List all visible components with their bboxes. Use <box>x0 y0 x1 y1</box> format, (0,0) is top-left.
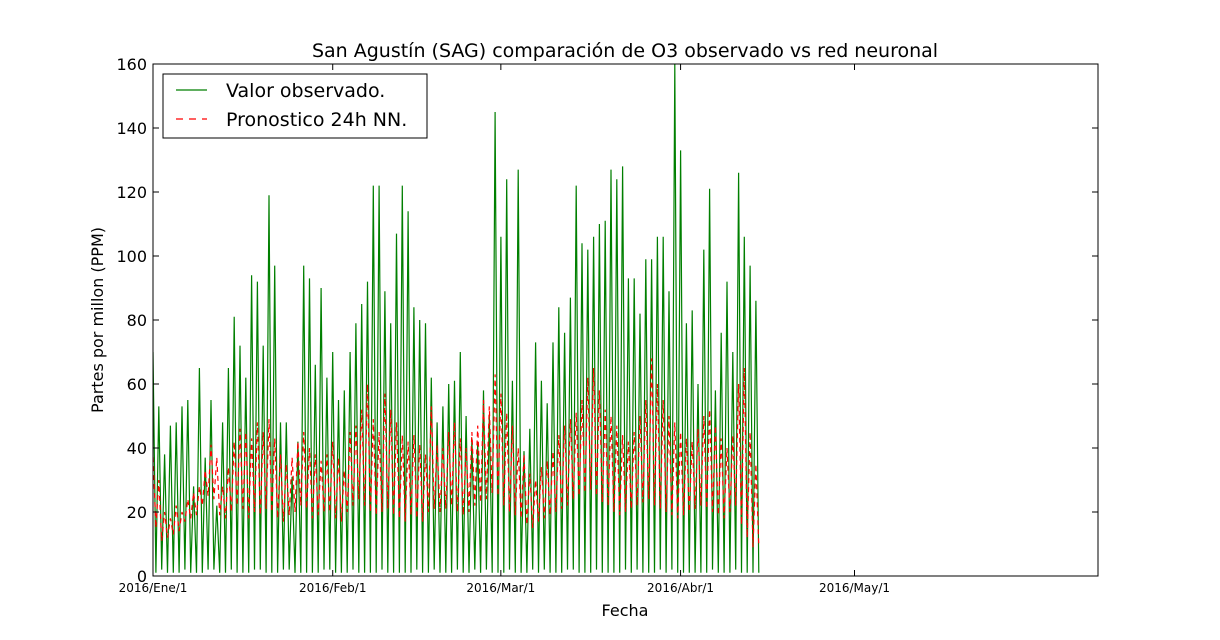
series-line-observed <box>153 64 760 573</box>
y-tick-label: 100 <box>116 247 147 266</box>
x-tick-label: 2016/Mar/1 <box>466 581 535 595</box>
y-axis-label: Partes por millon (PPM) <box>88 227 107 413</box>
x-tick-label: 2016/Ene/1 <box>119 581 188 595</box>
x-tick-label: 2016/May/1 <box>819 581 890 595</box>
x-tick-label: 2016/Feb/1 <box>299 581 367 595</box>
y-tick-label: 0 <box>137 567 147 586</box>
y-tick-label: 160 <box>116 55 147 74</box>
y-tick-label: 80 <box>127 311 147 330</box>
x-tick-label: 2016/Abr/1 <box>647 581 714 595</box>
legend-box <box>162 73 428 139</box>
series-line-forecast <box>153 358 760 548</box>
y-tick-label: 60 <box>127 375 147 394</box>
y-axis: 0 20 40 60 80 100 120 140 160 <box>116 55 1098 586</box>
y-tick-label: 20 <box>127 503 147 522</box>
x-axis-label: Fecha <box>602 601 649 620</box>
chart-title: San Agustín (SAG) comparación de O3 obse… <box>312 40 938 62</box>
y-tick-label: 40 <box>127 439 147 458</box>
x-axis: 2016/Ene/1 2016/Feb/1 2016/Mar/1 2016/Abr/1… <box>119 64 890 595</box>
plot-area <box>153 64 760 573</box>
legend-label-forecast: Pronostico 24h NN. <box>226 109 407 131</box>
y-tick-label: 140 <box>116 119 147 138</box>
legend: Valor observado. Pronostico 24h NN. <box>162 73 428 139</box>
y-tick-label: 120 <box>116 183 147 202</box>
legend-label-observed: Valor observado. <box>226 80 385 102</box>
